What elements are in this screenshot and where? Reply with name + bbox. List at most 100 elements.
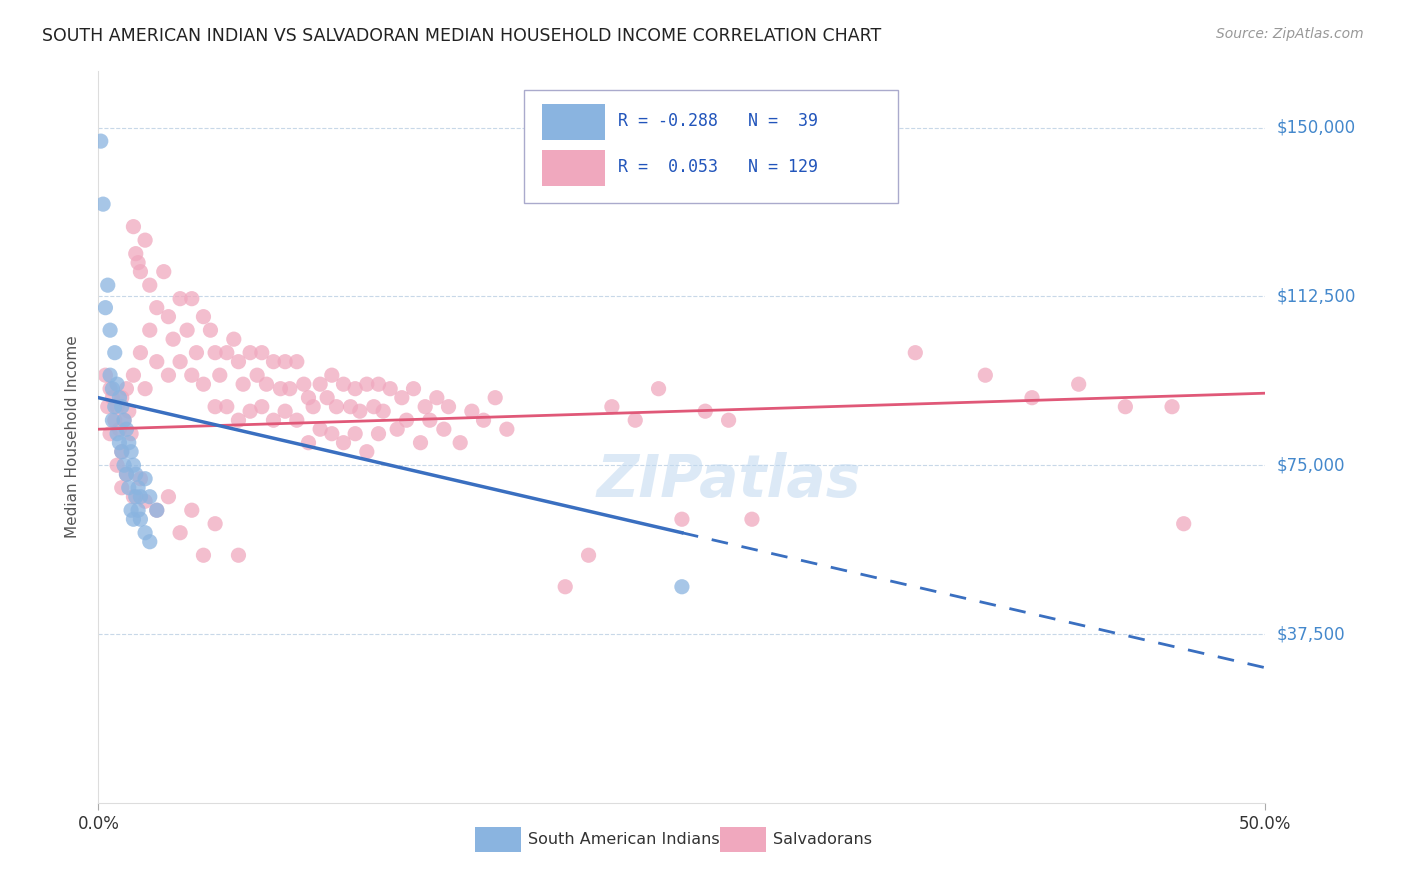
Point — [176, 323, 198, 337]
Point — [1067, 377, 1090, 392]
Point — [111, 444, 134, 458]
Point — [157, 490, 180, 504]
Point — [316, 391, 339, 405]
Point — [115, 382, 138, 396]
Point — [94, 368, 117, 383]
Point — [344, 382, 367, 396]
Point — [578, 548, 600, 562]
Point — [104, 413, 127, 427]
Point — [180, 368, 202, 383]
Point — [146, 503, 169, 517]
Text: Source: ZipAtlas.com: Source: ZipAtlas.com — [1216, 27, 1364, 41]
Point — [108, 422, 131, 436]
Point — [115, 467, 138, 482]
Point — [91, 197, 114, 211]
Point — [120, 444, 142, 458]
Point — [127, 255, 149, 269]
Point — [274, 404, 297, 418]
Point — [309, 377, 332, 392]
Point — [193, 310, 215, 324]
Point — [104, 400, 127, 414]
Point — [215, 400, 238, 414]
Point — [129, 472, 152, 486]
FancyBboxPatch shape — [524, 90, 898, 203]
Point — [385, 422, 408, 436]
Point — [157, 310, 180, 324]
Point — [193, 548, 215, 562]
Point — [297, 391, 319, 405]
Point — [125, 246, 148, 260]
Point — [433, 422, 456, 436]
Point — [97, 400, 120, 414]
Point — [139, 278, 162, 293]
Point — [349, 404, 371, 418]
Point — [134, 494, 156, 508]
Point — [97, 278, 120, 293]
FancyBboxPatch shape — [475, 827, 520, 852]
Point — [105, 458, 128, 473]
Text: Salvadorans: Salvadorans — [773, 832, 872, 847]
Point — [356, 377, 378, 392]
Point — [169, 292, 191, 306]
Point — [118, 435, 141, 450]
Point — [139, 534, 162, 549]
Point — [111, 391, 134, 405]
Point — [1021, 391, 1043, 405]
Point — [115, 467, 138, 482]
Point — [146, 301, 169, 315]
Point — [134, 525, 156, 540]
Point — [228, 548, 250, 562]
FancyBboxPatch shape — [541, 104, 605, 140]
Point — [204, 345, 226, 359]
Point — [256, 377, 278, 392]
Point — [402, 382, 425, 396]
Point — [228, 354, 250, 368]
Text: $112,500: $112,500 — [1277, 287, 1355, 305]
Point — [904, 345, 927, 359]
Point — [122, 512, 145, 526]
Point — [250, 345, 273, 359]
Point — [134, 233, 156, 247]
Point — [90, 134, 112, 148]
Point — [321, 368, 343, 383]
Point — [437, 400, 460, 414]
Point — [409, 435, 432, 450]
Point — [395, 413, 418, 427]
Point — [146, 503, 169, 517]
Point — [104, 345, 127, 359]
Point — [125, 467, 148, 482]
Point — [321, 426, 343, 441]
Point — [228, 413, 250, 427]
Point — [262, 413, 284, 427]
Point — [200, 323, 222, 337]
Point — [162, 332, 184, 346]
Point — [671, 580, 693, 594]
Point — [139, 490, 162, 504]
Point — [250, 400, 273, 414]
Point — [741, 512, 763, 526]
Point — [426, 391, 449, 405]
Point — [98, 382, 121, 396]
Point — [239, 404, 262, 418]
Point — [169, 354, 191, 368]
Point — [98, 323, 121, 337]
Point — [129, 512, 152, 526]
Point — [98, 368, 121, 383]
Point — [297, 435, 319, 450]
Point — [363, 400, 385, 414]
Point — [391, 391, 413, 405]
Point — [325, 400, 347, 414]
Point — [122, 219, 145, 234]
Point — [193, 377, 215, 392]
Point — [1161, 400, 1184, 414]
Point — [484, 391, 506, 405]
Point — [344, 426, 367, 441]
Text: ZIPatlas: ZIPatlas — [596, 452, 860, 509]
Point — [496, 422, 519, 436]
Point — [373, 404, 395, 418]
Point — [717, 413, 740, 427]
Point — [118, 404, 141, 418]
Point — [134, 382, 156, 396]
Point — [98, 426, 121, 441]
Point — [152, 265, 174, 279]
